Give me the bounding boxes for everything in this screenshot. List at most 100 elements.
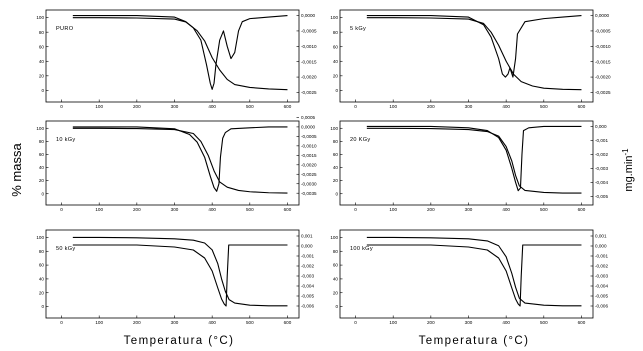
y-tick-label-right: -0,004 bbox=[595, 284, 608, 289]
x-tick-label: 0 bbox=[354, 320, 357, 325]
y-tick-label-left: 20 bbox=[39, 178, 45, 183]
x-tick-label: 400 bbox=[502, 207, 510, 212]
y-tick-label-right: -0,002 bbox=[595, 152, 608, 157]
panel-frame bbox=[45, 9, 300, 103]
x-tick-label: 300 bbox=[465, 104, 473, 109]
y-tick-label-right: 0,000 bbox=[595, 124, 607, 129]
y-tick-label-right: -0,0015 bbox=[595, 59, 611, 64]
y-tick-label-left: 40 bbox=[333, 165, 339, 170]
dtg-derivative-curve bbox=[72, 126, 288, 192]
panel-label: PURO bbox=[56, 26, 74, 32]
y-tick-label-right: 0,000 bbox=[301, 244, 313, 249]
y-tick-label-right: -0,0005 bbox=[301, 134, 317, 139]
panel-5: 0 100 200 300 400 500 600 0 20 40 60 80 100 0,001 0,00… bbox=[330, 229, 608, 325]
x-tick-label: 400 bbox=[208, 104, 216, 109]
x-tick-label: 600 bbox=[284, 207, 292, 212]
y-tick-label-right: -0,003 bbox=[301, 274, 314, 279]
y-tick-label-right: -0,0010 bbox=[595, 44, 611, 49]
x-tick-label: 600 bbox=[578, 104, 586, 109]
tga-mass-curve bbox=[72, 17, 288, 91]
panel-frame bbox=[45, 229, 300, 319]
ylabel-right: mg.min-1 bbox=[621, 148, 635, 192]
y-tick-label-left: 100 bbox=[330, 15, 338, 20]
y-tick-label-left: 60 bbox=[39, 44, 45, 49]
y-tick-label-left: 0 bbox=[41, 304, 44, 309]
x-tick-label: 600 bbox=[284, 104, 292, 109]
panel-frame bbox=[339, 9, 594, 103]
x-tick-label: 100 bbox=[389, 104, 397, 109]
y-tick-label-right: -0,005 bbox=[301, 294, 314, 299]
y-tick-label-right: -0,0020 bbox=[595, 75, 611, 80]
y-tick-label-right: -0,006 bbox=[595, 304, 608, 309]
panel-0: 0 100 200 300 400 500 600 0 20 40 60 80 100 0,0000 -0,… bbox=[36, 9, 317, 109]
x-tick-label: 300 bbox=[465, 207, 473, 212]
y-tick-label-left: 0 bbox=[335, 88, 338, 93]
x-tick-label: 300 bbox=[171, 320, 179, 325]
x-tick-label: 300 bbox=[171, 207, 179, 212]
x-tick-label: 100 bbox=[95, 207, 103, 212]
x-tick-label: 0 bbox=[354, 207, 357, 212]
y-tick-label-left: 20 bbox=[333, 290, 339, 295]
y-tick-label-left: 80 bbox=[333, 30, 339, 35]
y-tick-label-left: 100 bbox=[36, 235, 44, 240]
x-tick-label: 0 bbox=[354, 104, 357, 109]
y-tick-label-right: -0,0010 bbox=[301, 143, 317, 148]
panel-label: 100 kGy bbox=[350, 246, 373, 252]
y-tick-label-right: -0,0005 bbox=[301, 29, 317, 34]
dtg-derivative-curve bbox=[72, 244, 288, 307]
y-tick-label-right: -0,001 bbox=[301, 254, 314, 259]
x-tick-label: 200 bbox=[427, 104, 435, 109]
y-tick-label-left: 40 bbox=[333, 59, 339, 64]
x-tick-label: 500 bbox=[246, 320, 254, 325]
y-tick-label-right: -0,005 bbox=[595, 294, 608, 299]
y-tick-label-left: 60 bbox=[333, 44, 339, 49]
x-tick-label: 600 bbox=[578, 207, 586, 212]
y-tick-label-left: 40 bbox=[39, 59, 45, 64]
dtg-derivative-curve bbox=[366, 14, 582, 78]
y-tick-label-left: 40 bbox=[39, 277, 45, 282]
y-tick-label-right: 0,000 bbox=[595, 244, 607, 249]
y-tick-label-left: 20 bbox=[333, 178, 339, 183]
y-tick-label-right: -0,002 bbox=[301, 264, 314, 269]
panel-label: 20 KGy bbox=[350, 137, 370, 143]
y-tick-label-right: -0,006 bbox=[301, 304, 314, 309]
xlabel-right: Temperatura (°C) bbox=[419, 335, 530, 347]
y-tick-label-left: 100 bbox=[36, 126, 44, 131]
y-tick-label-left: 80 bbox=[39, 30, 45, 35]
y-tick-label-left: 0 bbox=[41, 88, 44, 93]
y-tick-label-left: 60 bbox=[39, 263, 45, 268]
x-tick-label: 200 bbox=[427, 320, 435, 325]
y-tick-label-right: -0,0020 bbox=[301, 162, 317, 167]
y-tick-label-right: -0,005 bbox=[595, 194, 608, 199]
x-tick-label: 100 bbox=[389, 320, 397, 325]
ylabel-left: % massa bbox=[9, 143, 24, 197]
y-tick-label-right: -0,0035 bbox=[301, 191, 317, 196]
x-tick-label: 100 bbox=[95, 320, 103, 325]
y-tick-label-right: -0,002 bbox=[595, 264, 608, 269]
dtg-derivative-curve bbox=[366, 244, 582, 307]
y-tick-label-right: -0,001 bbox=[595, 138, 608, 143]
y-tick-label-left: 40 bbox=[39, 165, 45, 170]
y-tick-label-left: 0 bbox=[335, 191, 338, 196]
x-tick-label: 300 bbox=[171, 104, 179, 109]
x-tick-label: 400 bbox=[502, 104, 510, 109]
y-tick-label-right: 0,0000 bbox=[301, 13, 315, 18]
tga-mass-curve bbox=[366, 236, 582, 307]
xlabel-left: Temperatura (°C) bbox=[124, 335, 235, 347]
y-tick-label-right: -0,0015 bbox=[301, 153, 317, 158]
x-tick-label: 500 bbox=[246, 104, 254, 109]
panel-4: 0 100 200 300 400 500 600 0 20 40 60 80 100 0,001 0,00… bbox=[36, 229, 314, 325]
panel-3: 0 100 200 300 400 500 600 0 20 40 60 80 100 0,000 -0,0… bbox=[330, 120, 608, 212]
y-tick-label-right: -0,003 bbox=[595, 274, 608, 279]
y-tick-label-right: 0,001 bbox=[301, 234, 313, 239]
x-tick-label: 0 bbox=[60, 104, 63, 109]
x-tick-label: 300 bbox=[465, 320, 473, 325]
x-tick-label: 200 bbox=[427, 207, 435, 212]
y-tick-label-left: 20 bbox=[39, 290, 45, 295]
y-tick-label-left: 80 bbox=[39, 139, 45, 144]
x-tick-label: 200 bbox=[133, 104, 141, 109]
y-tick-label-right: -0,003 bbox=[595, 166, 608, 171]
y-tick-label-right: -0,0020 bbox=[301, 75, 317, 80]
y-tick-label-right: -0,0025 bbox=[301, 172, 317, 177]
